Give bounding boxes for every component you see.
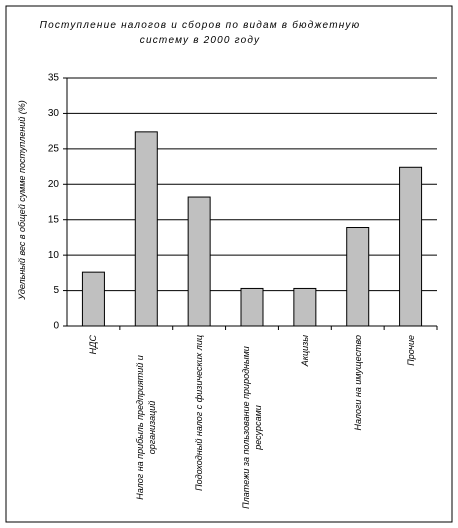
x-tick-label-box: НДС bbox=[78, 335, 108, 520]
y-axis-label: Удельный вес в общей сумме поступлений (… bbox=[17, 100, 27, 300]
x-tick-label-box: Платежи за пользование природными ресурс… bbox=[237, 335, 267, 520]
bar bbox=[187, 196, 211, 327]
chart-title: Поступление налогов и сборов по видам в … bbox=[39, 20, 361, 46]
x-tick-label: Налоги на имущество bbox=[352, 335, 363, 431]
x-tick-label-box: Налоги на имущество bbox=[343, 335, 373, 520]
bar bbox=[293, 287, 317, 327]
bar bbox=[346, 227, 370, 327]
y-tick-label: 20 bbox=[48, 179, 60, 190]
y-tick-label: 5 bbox=[53, 285, 59, 296]
bar bbox=[240, 287, 264, 327]
x-tick-label-box: Налог на прибыль предприятий и организац… bbox=[131, 335, 161, 520]
x-tick-label-box: Акцизы bbox=[290, 335, 320, 520]
y-tick-label: 10 bbox=[48, 250, 60, 261]
bar bbox=[399, 166, 423, 327]
y-tick-label: 15 bbox=[48, 214, 60, 225]
x-tick-label: Прочие bbox=[405, 335, 416, 366]
x-tick-label: НДС bbox=[88, 335, 99, 355]
x-tick-label: Платежи за пользование природными ресурс… bbox=[241, 346, 263, 509]
frame bbox=[5, 5, 453, 523]
x-tick-label-box: Прочие bbox=[396, 335, 426, 520]
x-tick-label: Подоходный налог с физических лиц bbox=[194, 335, 205, 491]
y-tick-label: 30 bbox=[48, 108, 60, 119]
y-tick-label: 25 bbox=[48, 143, 60, 154]
bar bbox=[134, 131, 158, 327]
bar bbox=[81, 271, 105, 327]
x-tick-label: Налог на прибыль предприятий и организац… bbox=[135, 355, 158, 500]
x-tick-label-box: Подоходный налог с физических лиц bbox=[184, 335, 214, 520]
y-tick-label: 35 bbox=[48, 73, 60, 84]
y-tick-label: 0 bbox=[53, 321, 59, 332]
x-tick-label: Акцизы bbox=[299, 335, 310, 367]
